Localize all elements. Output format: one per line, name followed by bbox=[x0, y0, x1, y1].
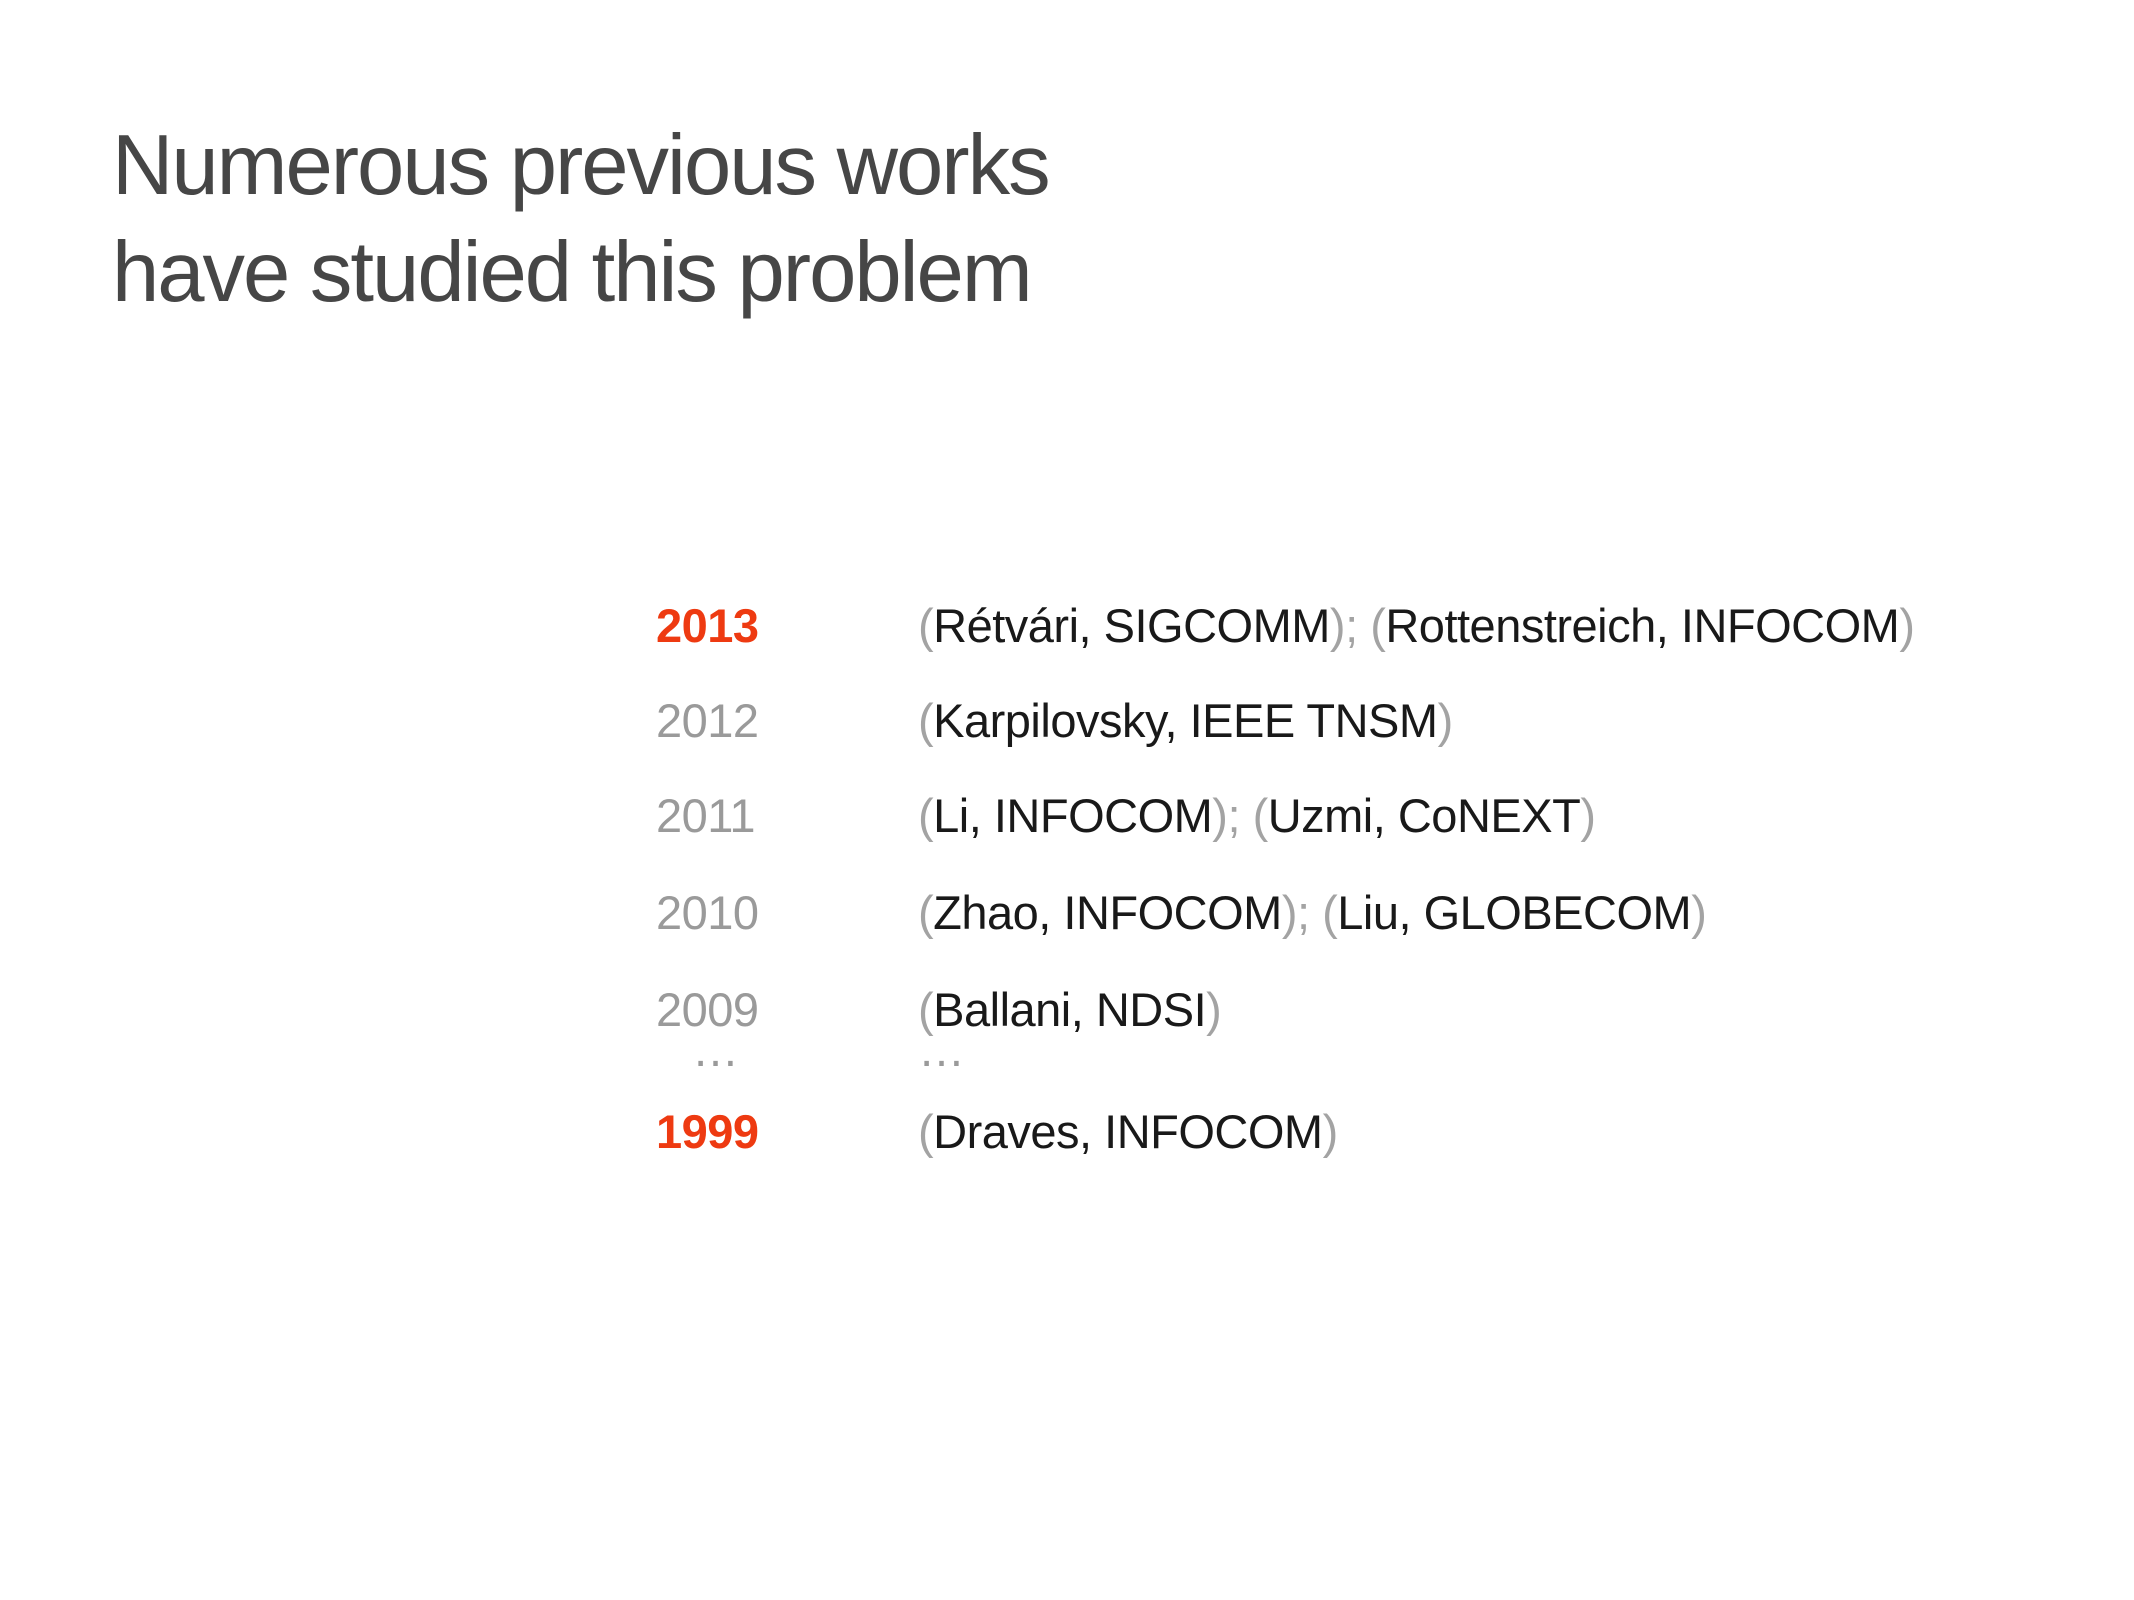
citation-text bbox=[1240, 789, 1253, 842]
citation-text: Li, INFOCOM bbox=[933, 789, 1213, 842]
citation-punctuation: ; bbox=[1345, 599, 1358, 652]
citation-text: Draves, INFOCOM bbox=[933, 1105, 1323, 1158]
citation-punctuation: ) bbox=[1212, 789, 1228, 842]
citation-text bbox=[1310, 886, 1323, 939]
citation-punctuation: ( bbox=[918, 886, 934, 939]
timeline-citation: (Zhao, INFOCOM); (Liu, GLOBECOM) bbox=[918, 886, 1707, 939]
citation-punctuation: ( bbox=[1370, 599, 1386, 652]
timeline-year: 2009 bbox=[656, 983, 759, 1036]
citation-text: Ballani, NDSI bbox=[933, 983, 1207, 1036]
timeline-year: 1999 bbox=[656, 1105, 759, 1158]
citation-punctuation: ) bbox=[1437, 694, 1454, 747]
timeline-citation: (Li, INFOCOM); (Uzmi, CoNEXT) bbox=[918, 789, 1596, 842]
citation-punctuation: ; bbox=[1296, 886, 1310, 939]
citation-text: Liu, GLOBECOM bbox=[1337, 886, 1692, 939]
slide-title: Numerous previous works have studied thi… bbox=[112, 112, 1051, 326]
timeline-citation: (Draves, INFOCOM) bbox=[918, 1108, 1338, 1155]
citation-text: Rétvári, SIGCOMM bbox=[933, 599, 1330, 652]
citation-text: Zhao, INFOCOM bbox=[933, 886, 1282, 939]
citation-punctuation: ) bbox=[1899, 599, 1915, 652]
citation-punctuation: ( bbox=[918, 983, 934, 1036]
timeline-year: 2012 bbox=[656, 694, 759, 747]
timeline-year: 2011 bbox=[656, 789, 756, 842]
slide-title-line-2: have studied this problem bbox=[112, 225, 1033, 320]
citation-punctuation: ( bbox=[1252, 789, 1269, 842]
citation-punctuation: ) bbox=[1281, 886, 1298, 939]
citation-punctuation: ) bbox=[1691, 886, 1707, 939]
citation-punctuation: ( bbox=[918, 694, 934, 747]
timeline-citation: (Karpilovsky, IEEE TNSM) bbox=[918, 697, 1453, 744]
citation-punctuation: ( bbox=[918, 1105, 934, 1158]
citation-text: Karpilovsky, IEEE TNSM bbox=[933, 694, 1438, 747]
slide-title-line-1: Numerous previous works bbox=[112, 118, 1051, 213]
timeline-citation: (Ballani, NDSI) bbox=[918, 983, 1222, 1036]
citation-punctuation: ( bbox=[918, 599, 934, 652]
citation-text: Rottenstreich, INFOCOM bbox=[1385, 599, 1900, 652]
timeline-year: … bbox=[692, 1023, 739, 1076]
timeline-year: 2013 bbox=[656, 599, 759, 652]
citation-punctuation: ) bbox=[1580, 789, 1596, 842]
citation-punctuation: ) bbox=[1329, 599, 1346, 652]
citation-punctuation: ; bbox=[1227, 789, 1240, 842]
citation-text: Uzmi, CoNEXT bbox=[1267, 789, 1581, 842]
timeline-citation: … bbox=[918, 1026, 965, 1073]
citation-punctuation: ) bbox=[1206, 983, 1222, 1036]
timeline-year: 2010 bbox=[656, 886, 759, 939]
citation-punctuation: ( bbox=[918, 789, 934, 842]
timeline-citation: (Rétvári, SIGCOMM); (Rottenstreich, INFO… bbox=[918, 599, 1915, 652]
citation-text: … bbox=[918, 1023, 965, 1076]
citation-text bbox=[1358, 599, 1371, 652]
citation-punctuation: ) bbox=[1322, 1105, 1339, 1158]
citation-punctuation: ( bbox=[1322, 886, 1338, 939]
